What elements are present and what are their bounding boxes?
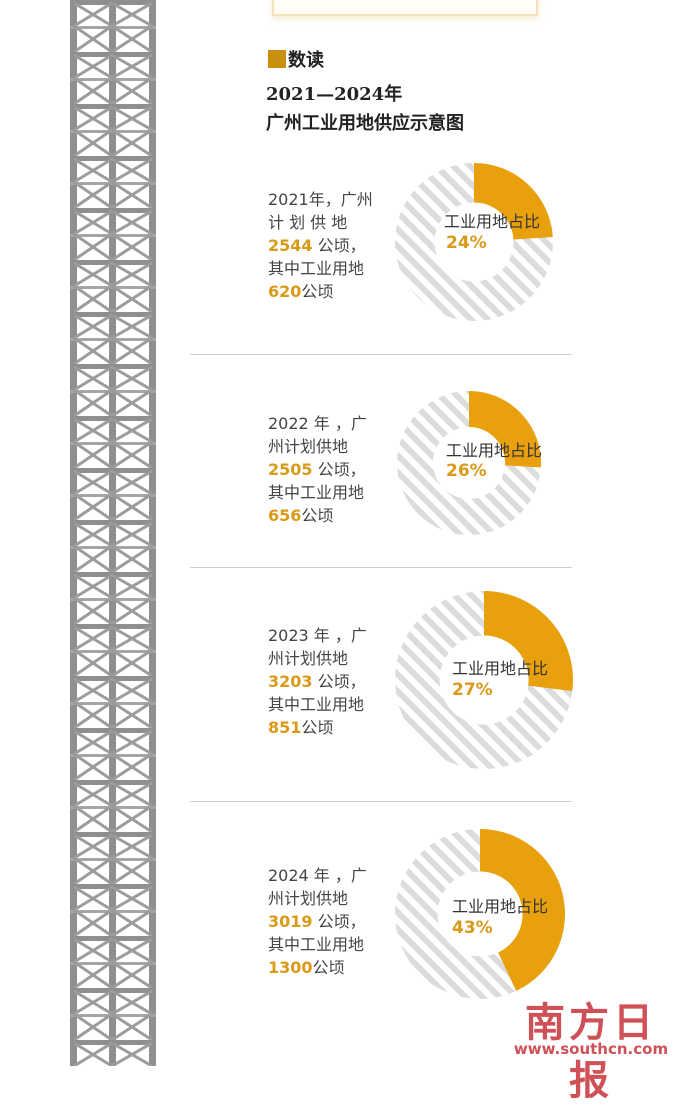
newspaper-url: www.southcn.com (513, 1040, 669, 1058)
section-label: 数读 (288, 50, 324, 71)
unit: 公顷 (301, 282, 334, 301)
industrial-share-slice (480, 829, 565, 991)
industrial-value: 1300 (268, 958, 313, 977)
share-percent: 26% (446, 461, 487, 481)
unit: 公顷， (317, 672, 366, 691)
share-percent: 27% (452, 680, 493, 700)
desc-line: 其中工业用地 (268, 935, 365, 954)
desc-line: 851公顷 (268, 716, 367, 739)
industrial-share-slice (469, 391, 541, 468)
planned-value: 3019 (268, 912, 313, 931)
industrial-value: 851 (268, 718, 302, 737)
industrial-value: 656 (268, 506, 302, 525)
desc-line: 1300公顷 (268, 956, 367, 979)
desc-line: 2021年，广州 (268, 190, 373, 209)
donut-chart-2022 (397, 391, 541, 535)
year-description: 2021年，广州 计 划 供 地 2544 公顷， 其中工业用地 620公顷 (268, 188, 373, 303)
steel-tower-decoration (70, 0, 156, 1066)
divider (190, 354, 572, 355)
desc-line: 州计划供地 (268, 649, 349, 668)
industrial-share-slice (484, 591, 573, 692)
unit: 公顷 (312, 958, 345, 977)
newspaper-watermark-logo: 南方日报 www.southcn.com (506, 990, 676, 1104)
desc-line: 其中工业用地 (268, 483, 365, 502)
section-heading: 数读 (268, 48, 324, 71)
desc-line: 2023 年 ，广 (268, 626, 367, 645)
donut-hole (433, 427, 505, 499)
slice-label: 工业用地占比 (446, 441, 543, 460)
donut-hole (437, 871, 523, 957)
industrial-value: 620 (268, 282, 302, 301)
divider (190, 801, 572, 802)
slice-label: 工业用地占比 (452, 897, 549, 916)
desc-line: 3203 公顷， (268, 670, 367, 693)
planned-value: 2544 (268, 236, 313, 255)
share-percent: 43% (452, 918, 493, 938)
desc-line: 656公顷 (268, 504, 367, 527)
unit: 公顷 (301, 718, 334, 737)
desc-line: 计 划 供 地 (268, 213, 348, 232)
divider (190, 567, 572, 568)
desc-line: 3019 公顷， (268, 910, 367, 933)
desc-line: 2544 公顷， (268, 234, 373, 257)
year-description: 2024 年 ，广 州计划供地 3019 公顷， 其中工业用地 1300公顷 (268, 864, 367, 979)
chart-title-years: 2021—2024年 (266, 84, 403, 105)
unit: 公顷， (317, 460, 366, 479)
donut-chart-2024 (395, 829, 565, 999)
planned-value: 3203 (268, 672, 313, 691)
heading-marker-icon (268, 50, 286, 68)
planned-value: 2505 (268, 460, 313, 479)
desc-line: 州计划供地 (268, 437, 349, 456)
desc-line: 2022 年 ，广 (268, 414, 367, 433)
unit: 公顷， (317, 236, 366, 255)
unit: 公顷， (317, 912, 366, 931)
newspaper-name: 南方日报 (525, 999, 657, 1104)
year-description: 2022 年 ，广 州计划供地 2505 公顷， 其中工业用地 656公顷 (268, 412, 367, 527)
donut-chart-2021 (395, 163, 553, 321)
desc-line: 其中工业用地 (268, 259, 365, 278)
donut-hole (434, 202, 514, 282)
desc-line: 其中工业用地 (268, 695, 365, 714)
desc-line: 2024 年 ，广 (268, 866, 367, 885)
donut-hole (439, 635, 529, 725)
share-percent: 24% (446, 233, 487, 253)
desc-line: 2505 公顷， (268, 458, 367, 481)
slice-label: 工业用地占比 (444, 212, 541, 231)
unit: 公顷 (301, 506, 334, 525)
top-callout-box (272, 0, 538, 16)
year-description: 2023 年 ，广 州计划供地 3203 公顷， 其中工业用地 851公顷 (268, 624, 367, 739)
desc-line: 620公顷 (268, 280, 373, 303)
industrial-share-slice (474, 163, 553, 240)
slice-label: 工业用地占比 (452, 659, 549, 678)
desc-line: 州计划供地 (268, 889, 349, 908)
donut-chart-2023 (395, 591, 573, 769)
chart-title: 广州工业用地供应示意图 (266, 113, 464, 134)
